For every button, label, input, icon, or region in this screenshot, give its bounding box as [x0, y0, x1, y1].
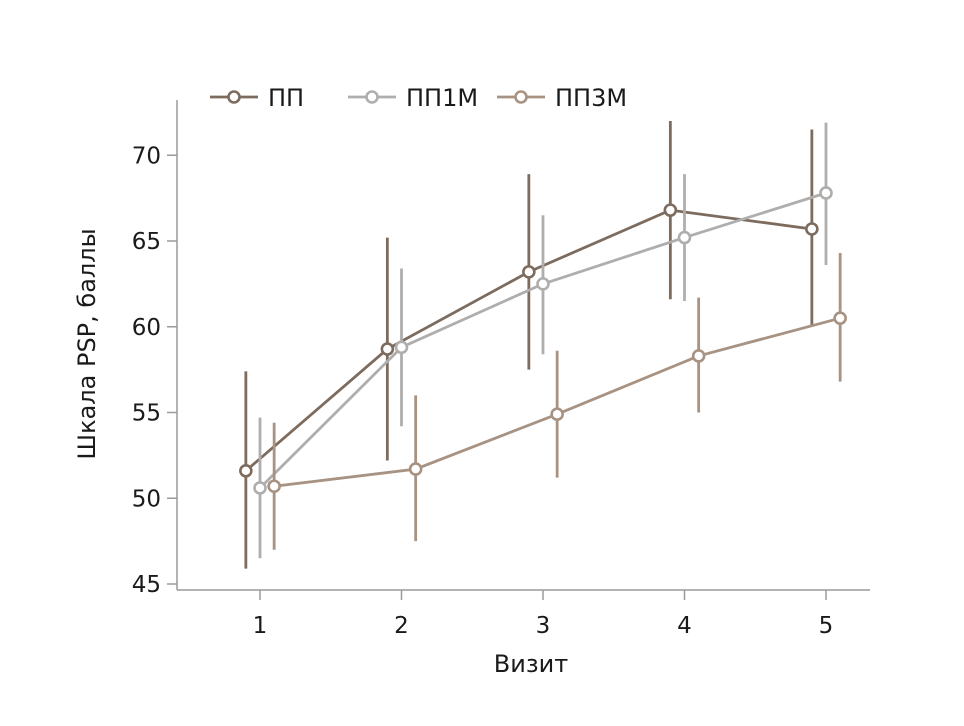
series-3	[267, 253, 847, 550]
legend-item-1: ПП	[210, 84, 304, 112]
y-tick-label: 50	[132, 486, 161, 512]
x-tick-label: 5	[819, 613, 834, 639]
data-point	[833, 311, 847, 325]
data-point	[522, 265, 536, 279]
data-point	[819, 186, 833, 200]
data-point	[394, 340, 409, 355]
legend-label: ПП3М	[555, 84, 627, 112]
y-tick-label: 65	[132, 229, 161, 255]
y-tick-label: 45	[132, 572, 161, 598]
legend-item-3: ПП3М	[497, 84, 627, 112]
data-point	[663, 203, 678, 217]
x-tick-label: 3	[536, 613, 551, 639]
data-point	[380, 342, 395, 356]
legend-label: ПП1М	[406, 84, 478, 112]
series-2	[253, 122, 833, 559]
x-tick-label: 4	[677, 613, 692, 639]
data-point	[253, 481, 267, 495]
x-axis-title: Визит	[494, 650, 568, 678]
legend-swatch-marker	[514, 90, 528, 104]
legend: ПП ПП1М ПП3М	[210, 84, 627, 112]
y-tick-label: 60	[132, 315, 161, 341]
data-point	[691, 349, 706, 363]
data-point	[550, 407, 564, 422]
y-tick-label: 55	[132, 401, 161, 427]
data-point	[677, 230, 692, 245]
series-1	[239, 120, 819, 569]
data-point	[805, 222, 819, 236]
x-tick-label: 2	[394, 613, 409, 639]
legend-swatch-marker	[227, 90, 241, 104]
legend-swatch-marker	[365, 90, 379, 104]
y-axis-title: Шкала PSP, баллы	[73, 228, 101, 459]
data-point	[239, 464, 253, 478]
x-tick-label: 1	[253, 613, 268, 639]
y-tick-label: 70	[132, 143, 161, 169]
legend-item-2: ПП1М	[348, 84, 478, 112]
data-point	[536, 277, 550, 291]
legend-label: ПП	[268, 84, 304, 112]
data-point	[408, 462, 423, 476]
plot-area	[239, 120, 847, 569]
data-point	[267, 479, 281, 494]
